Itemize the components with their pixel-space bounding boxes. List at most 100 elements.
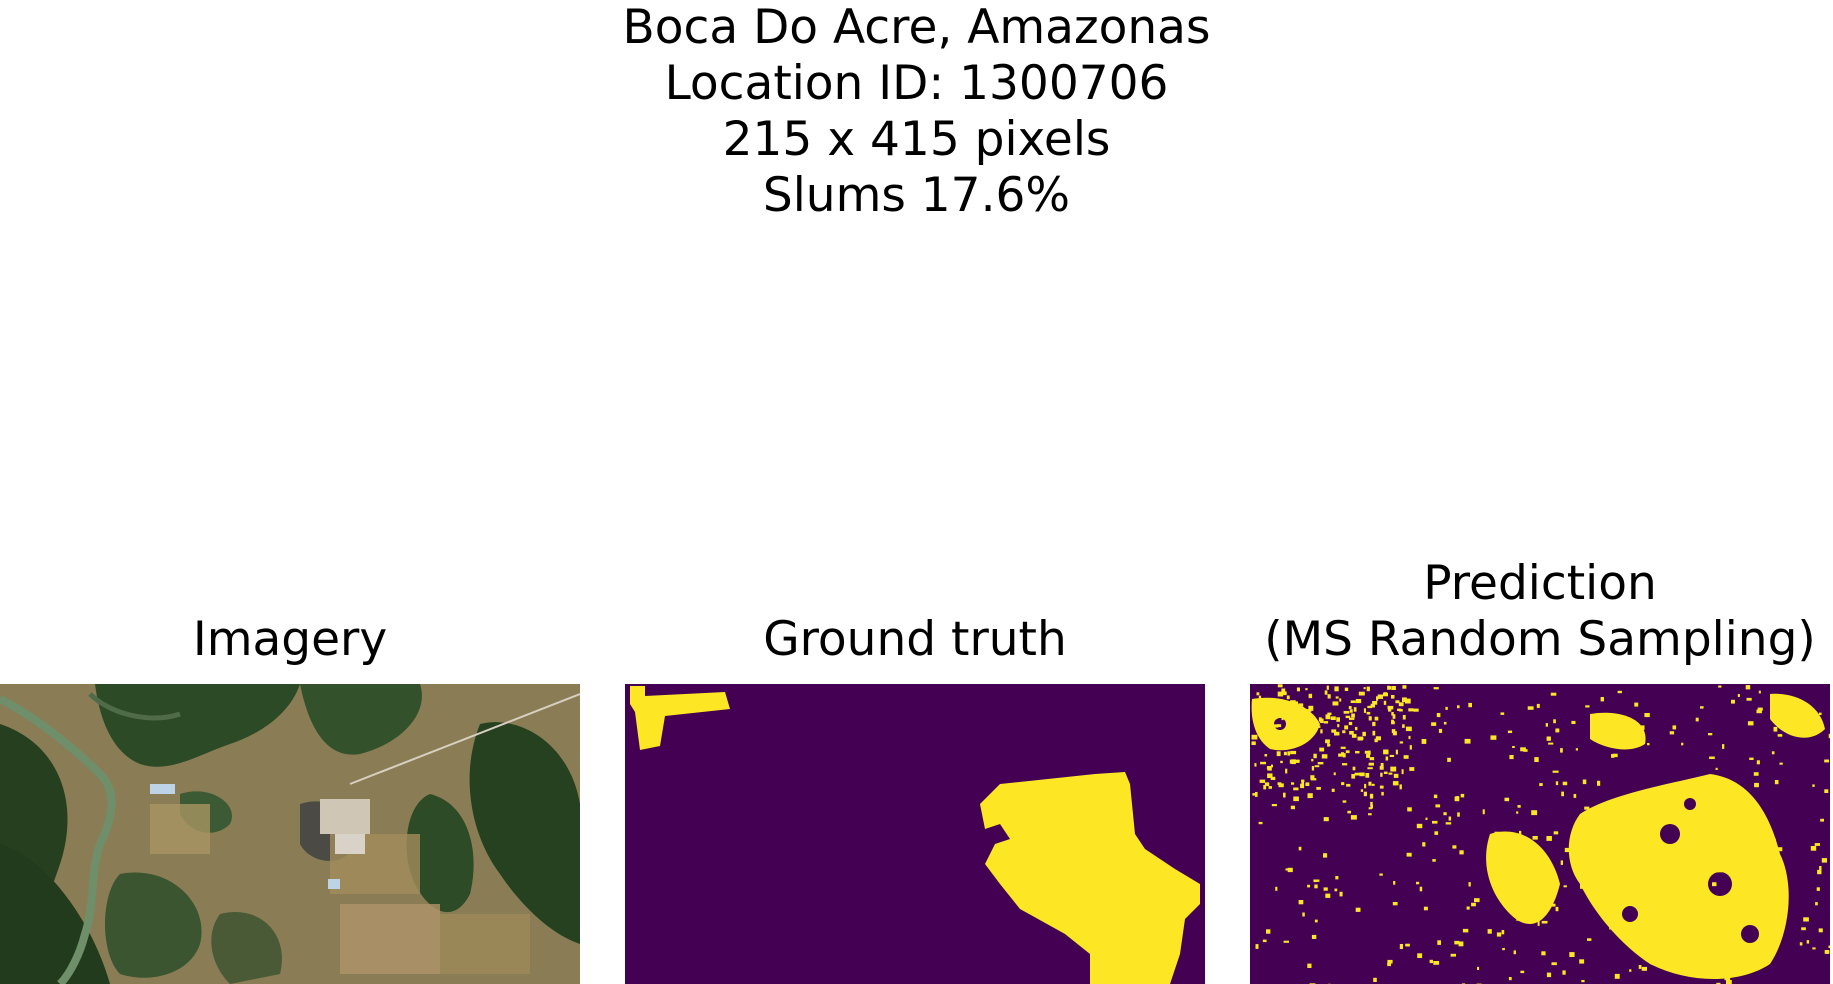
prediction-speckle [1308,693,1313,699]
prediction-speckle [1363,687,1366,690]
prediction-speckle [1758,690,1761,694]
prediction-speckle [1501,930,1505,935]
prediction-speckle [1262,722,1265,726]
prediction-speckle [1364,750,1370,754]
prediction-speckle [1824,789,1829,793]
prediction-speckle [1285,868,1290,871]
prediction-speckle [1349,717,1355,720]
prediction-speckle [1602,898,1606,902]
prediction-speckle [1321,754,1328,759]
prediction-speckle [1391,695,1395,699]
prediction-speckle [1745,685,1751,690]
prediction-speckle [1367,705,1372,709]
prediction-speckle [1409,745,1412,750]
prediction-speckle [1325,739,1330,744]
prediction-speckle [1422,842,1426,847]
prediction-speckle [1392,781,1399,786]
prediction-speckle [1344,687,1349,691]
prediction-speckle [1599,720,1604,726]
prediction-speckle [1311,934,1317,939]
prediction-speckle [1722,744,1725,749]
prediction-speckle [1267,766,1272,771]
prediction-speckle [1331,788,1335,792]
prediction-speckle [1255,944,1259,949]
prediction-speckle [1443,721,1447,725]
prediction-speckle [1293,796,1299,802]
prediction-speckle [1391,712,1394,716]
prediction-speckle [1753,772,1759,776]
prediction-speckle [1584,806,1590,810]
prediction-speckle [1347,810,1351,814]
prediction-speckle [1462,928,1469,933]
prediction-speckle [1695,717,1699,722]
prediction-speckle [1408,735,1411,740]
prediction-speckle [1491,870,1496,875]
prediction-speckle [1391,721,1395,725]
figure-title-line-dimensions: 215 x 415 pixels [722,112,1111,167]
prediction-speckle [1769,887,1774,890]
prediction-speckle [1464,738,1471,744]
prediction-speckle [1642,837,1648,841]
prediction-speckle [1340,746,1346,749]
prediction-speckle [1316,787,1321,790]
prediction-holes [1274,718,1759,943]
prediction-speckle [1546,836,1552,841]
prediction-speckle [1254,763,1257,767]
prediction-speckle [1639,859,1646,864]
prediction-speckle [1548,742,1554,745]
prediction-speckle [1326,685,1329,690]
slum-region-top-left [630,686,730,750]
prediction-speckle [1349,731,1354,735]
prediction-speckle [1310,778,1317,781]
prediction-speckle [1777,734,1783,737]
prediction-speckle [1290,805,1295,810]
prediction-speckle [1366,711,1371,715]
prediction-speckle [1433,687,1439,690]
ground-truth-panel-title: Ground truth [763,612,1067,667]
prediction-speckle [1531,810,1538,816]
prediction-speckle [1305,709,1312,712]
prediction-speckle [1283,740,1289,743]
prediction-speckle [1370,801,1373,806]
prediction-speckle [1367,767,1373,770]
prediction-speckle [1267,773,1273,778]
prediction-speckle [1259,779,1266,783]
prediction-panel-title: Prediction (MS Random Sampling) [1240,556,1833,668]
prediction-speckle [1298,900,1304,905]
figure-title-line-city: Boca Do Acre, Amazonas [622,0,1211,55]
prediction-speckle [1278,783,1284,788]
prediction-speckle [1368,762,1374,766]
prediction-speckle [1777,847,1783,852]
prediction-speckle [1348,706,1352,710]
prediction-speckle [1258,821,1263,825]
prediction-speckle [1318,717,1322,722]
prediction-speckle [1773,726,1778,732]
prediction-speckle [1523,749,1528,752]
prediction-speckle [1307,884,1310,888]
prediction-speckle [1460,793,1465,798]
prediction-speckle [1362,731,1366,737]
prediction-speckle [1370,703,1375,708]
prediction-speckle [1405,698,1411,704]
prediction-speckle [1280,760,1283,764]
prediction-speckle [1672,845,1679,851]
prediction-speckle [1409,767,1415,771]
prediction-speckle [1307,793,1313,798]
prediction-speckle [1435,804,1441,808]
prediction-speckle [1255,792,1258,797]
prediction-speckle [1754,879,1760,883]
prediction-speckle [1589,854,1596,858]
prediction-speckle [1504,797,1510,802]
prediction-speckle [1363,791,1367,797]
prediction-speckle [1273,716,1278,720]
prediction-speckle [1753,883,1759,886]
prediction-speckle [1550,903,1556,907]
prediction-speckle [1300,783,1305,789]
prediction-speckle [1355,751,1360,754]
prediction-speckle [1605,852,1609,855]
prediction-speckle [1564,847,1570,853]
prediction-speckle [1388,707,1392,712]
prediction-speckle [1336,717,1340,722]
prediction-speckle [1604,713,1611,718]
prediction-speckle [1344,725,1349,730]
